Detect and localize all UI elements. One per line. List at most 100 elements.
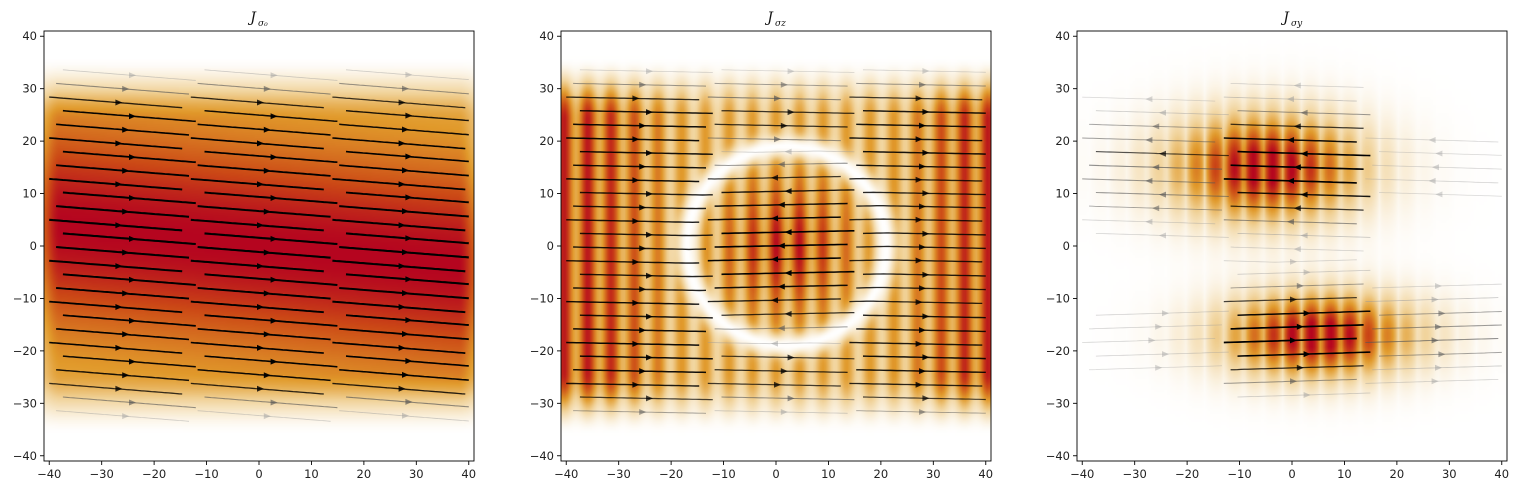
y-tick-label: 20: [22, 134, 37, 148]
y-tick-label: −30: [13, 396, 37, 410]
streamline: [1237, 392, 1371, 398]
streamline-arrow: [639, 122, 647, 129]
streamline-arrow: [780, 368, 788, 375]
streamline-arrow: [632, 381, 640, 388]
streamline-arrow: [771, 215, 778, 222]
panel-title: J: [247, 10, 257, 26]
y-tick-label: −40: [13, 449, 37, 463]
streamline-arrow: [257, 140, 264, 147]
streamline-arrow: [1159, 191, 1166, 198]
streamline-arrow: [1290, 258, 1297, 265]
streamline: [62, 69, 196, 81]
streamline-arrow: [402, 371, 409, 378]
streamline-arrow: [257, 263, 264, 270]
x-tick-label: −20: [142, 467, 166, 481]
streamline-arrow: [777, 325, 785, 332]
streamline-arrow: [1152, 205, 1160, 212]
panel-2: −40 −30 −20 −10 0 10 20 30 40 −40 −30 −20 −10 0 10 20 30…: [530, 10, 993, 481]
streamline-arrow: [639, 81, 647, 88]
streamline-arrow: [1435, 283, 1442, 289]
y-tick-label: −20: [530, 344, 554, 358]
streamline-arrow: [632, 340, 640, 347]
streamline-arrow: [646, 354, 653, 361]
streamline-arrow: [1293, 205, 1301, 212]
streamline-arrow: [1159, 150, 1166, 157]
streamline-arrow: [922, 108, 930, 115]
streamline-arrow: [915, 216, 923, 223]
streamline-arrow: [777, 242, 785, 249]
streamline-arrow: [919, 368, 926, 375]
streamline-arrow: [402, 85, 409, 92]
streamline: [345, 69, 469, 81]
streamlines: [1082, 82, 1502, 398]
streamline-arrow: [639, 286, 647, 293]
streamline-arrow: [639, 163, 647, 170]
streamline-arrow: [1431, 378, 1439, 385]
streamline-arrow: [1159, 232, 1166, 239]
panel-3: −40 −30 −20 −10 0 10 20 30 40 −40 −30 −20 −10 0 10 20 30…: [1046, 10, 1509, 481]
streamline-arrow: [1145, 96, 1153, 103]
streamlines: [566, 68, 986, 415]
x-tick-label: 40: [461, 467, 476, 481]
streamline-arrow: [919, 285, 926, 292]
streamline-arrow: [122, 372, 130, 379]
streamline-arrow: [1432, 164, 1439, 171]
streamline-arrow: [115, 304, 123, 310]
streamline-arrow: [122, 331, 130, 338]
streamline-arrow: [257, 385, 264, 392]
streamline-arrow: [915, 299, 923, 306]
streamline: [197, 410, 331, 422]
x-tick-label: 0: [255, 467, 262, 481]
x-tick-label: 10: [1337, 467, 1352, 481]
streamline-arrow: [270, 317, 278, 324]
streamline-arrow: [263, 290, 271, 297]
x-tick-label: 10: [304, 467, 319, 481]
streamline-arrow: [398, 222, 406, 229]
y-tick-label: 10: [22, 187, 37, 201]
streamline: [1237, 232, 1371, 238]
x-tick-label: −20: [659, 467, 683, 481]
streamline-arrow: [270, 399, 278, 406]
streamline-arrow: [646, 272, 653, 279]
streamline-arrow: [1438, 310, 1446, 317]
y-tick-label: −40: [530, 449, 554, 463]
streamline-arrow: [784, 188, 792, 195]
streamline-arrow: [1303, 310, 1311, 317]
streamline-arrow: [1303, 392, 1311, 398]
streamline-arrow: [115, 385, 123, 392]
streamline-arrow: [784, 148, 792, 155]
streamline-arrow: [646, 313, 653, 320]
streamline-arrow: [122, 167, 130, 174]
streamline-arrow: [915, 381, 923, 388]
streamline-arrow: [1300, 109, 1308, 116]
panel-title: J: [764, 10, 774, 26]
streamline-arrow: [129, 358, 136, 365]
x-tick-label: 30: [1442, 467, 1457, 481]
streamline-arrow: [646, 68, 653, 75]
streamline-arrow: [115, 99, 123, 106]
x-tick-label: 40: [978, 467, 993, 481]
streamline-arrow: [632, 218, 640, 225]
streamline-arrow: [774, 136, 781, 143]
streamline-arrow: [257, 344, 264, 351]
streamline: [1082, 96, 1216, 102]
y-tick-label: 30: [1055, 82, 1070, 96]
x-tick-label: −10: [711, 467, 735, 481]
streamline-arrow: [257, 222, 264, 229]
streamline-arrow: [122, 290, 130, 297]
streamline-arrow: [919, 203, 926, 210]
streamline: [1365, 137, 1499, 143]
streamline-arrow: [402, 208, 409, 215]
streamline-arrow: [115, 344, 123, 351]
streamline: [707, 342, 841, 345]
streamline: [1223, 96, 1357, 102]
y-tick-label: 0: [30, 239, 37, 253]
streamline-arrow: [129, 276, 136, 283]
streamline-arrow: [1287, 177, 1294, 184]
streamline-arrow: [1155, 323, 1163, 330]
streamline-arrow: [1290, 378, 1297, 385]
streamline-arrow: [129, 154, 136, 161]
streamline-arrow: [1431, 337, 1439, 344]
streamline: [862, 69, 986, 73]
streamline-arrow: [787, 109, 795, 116]
